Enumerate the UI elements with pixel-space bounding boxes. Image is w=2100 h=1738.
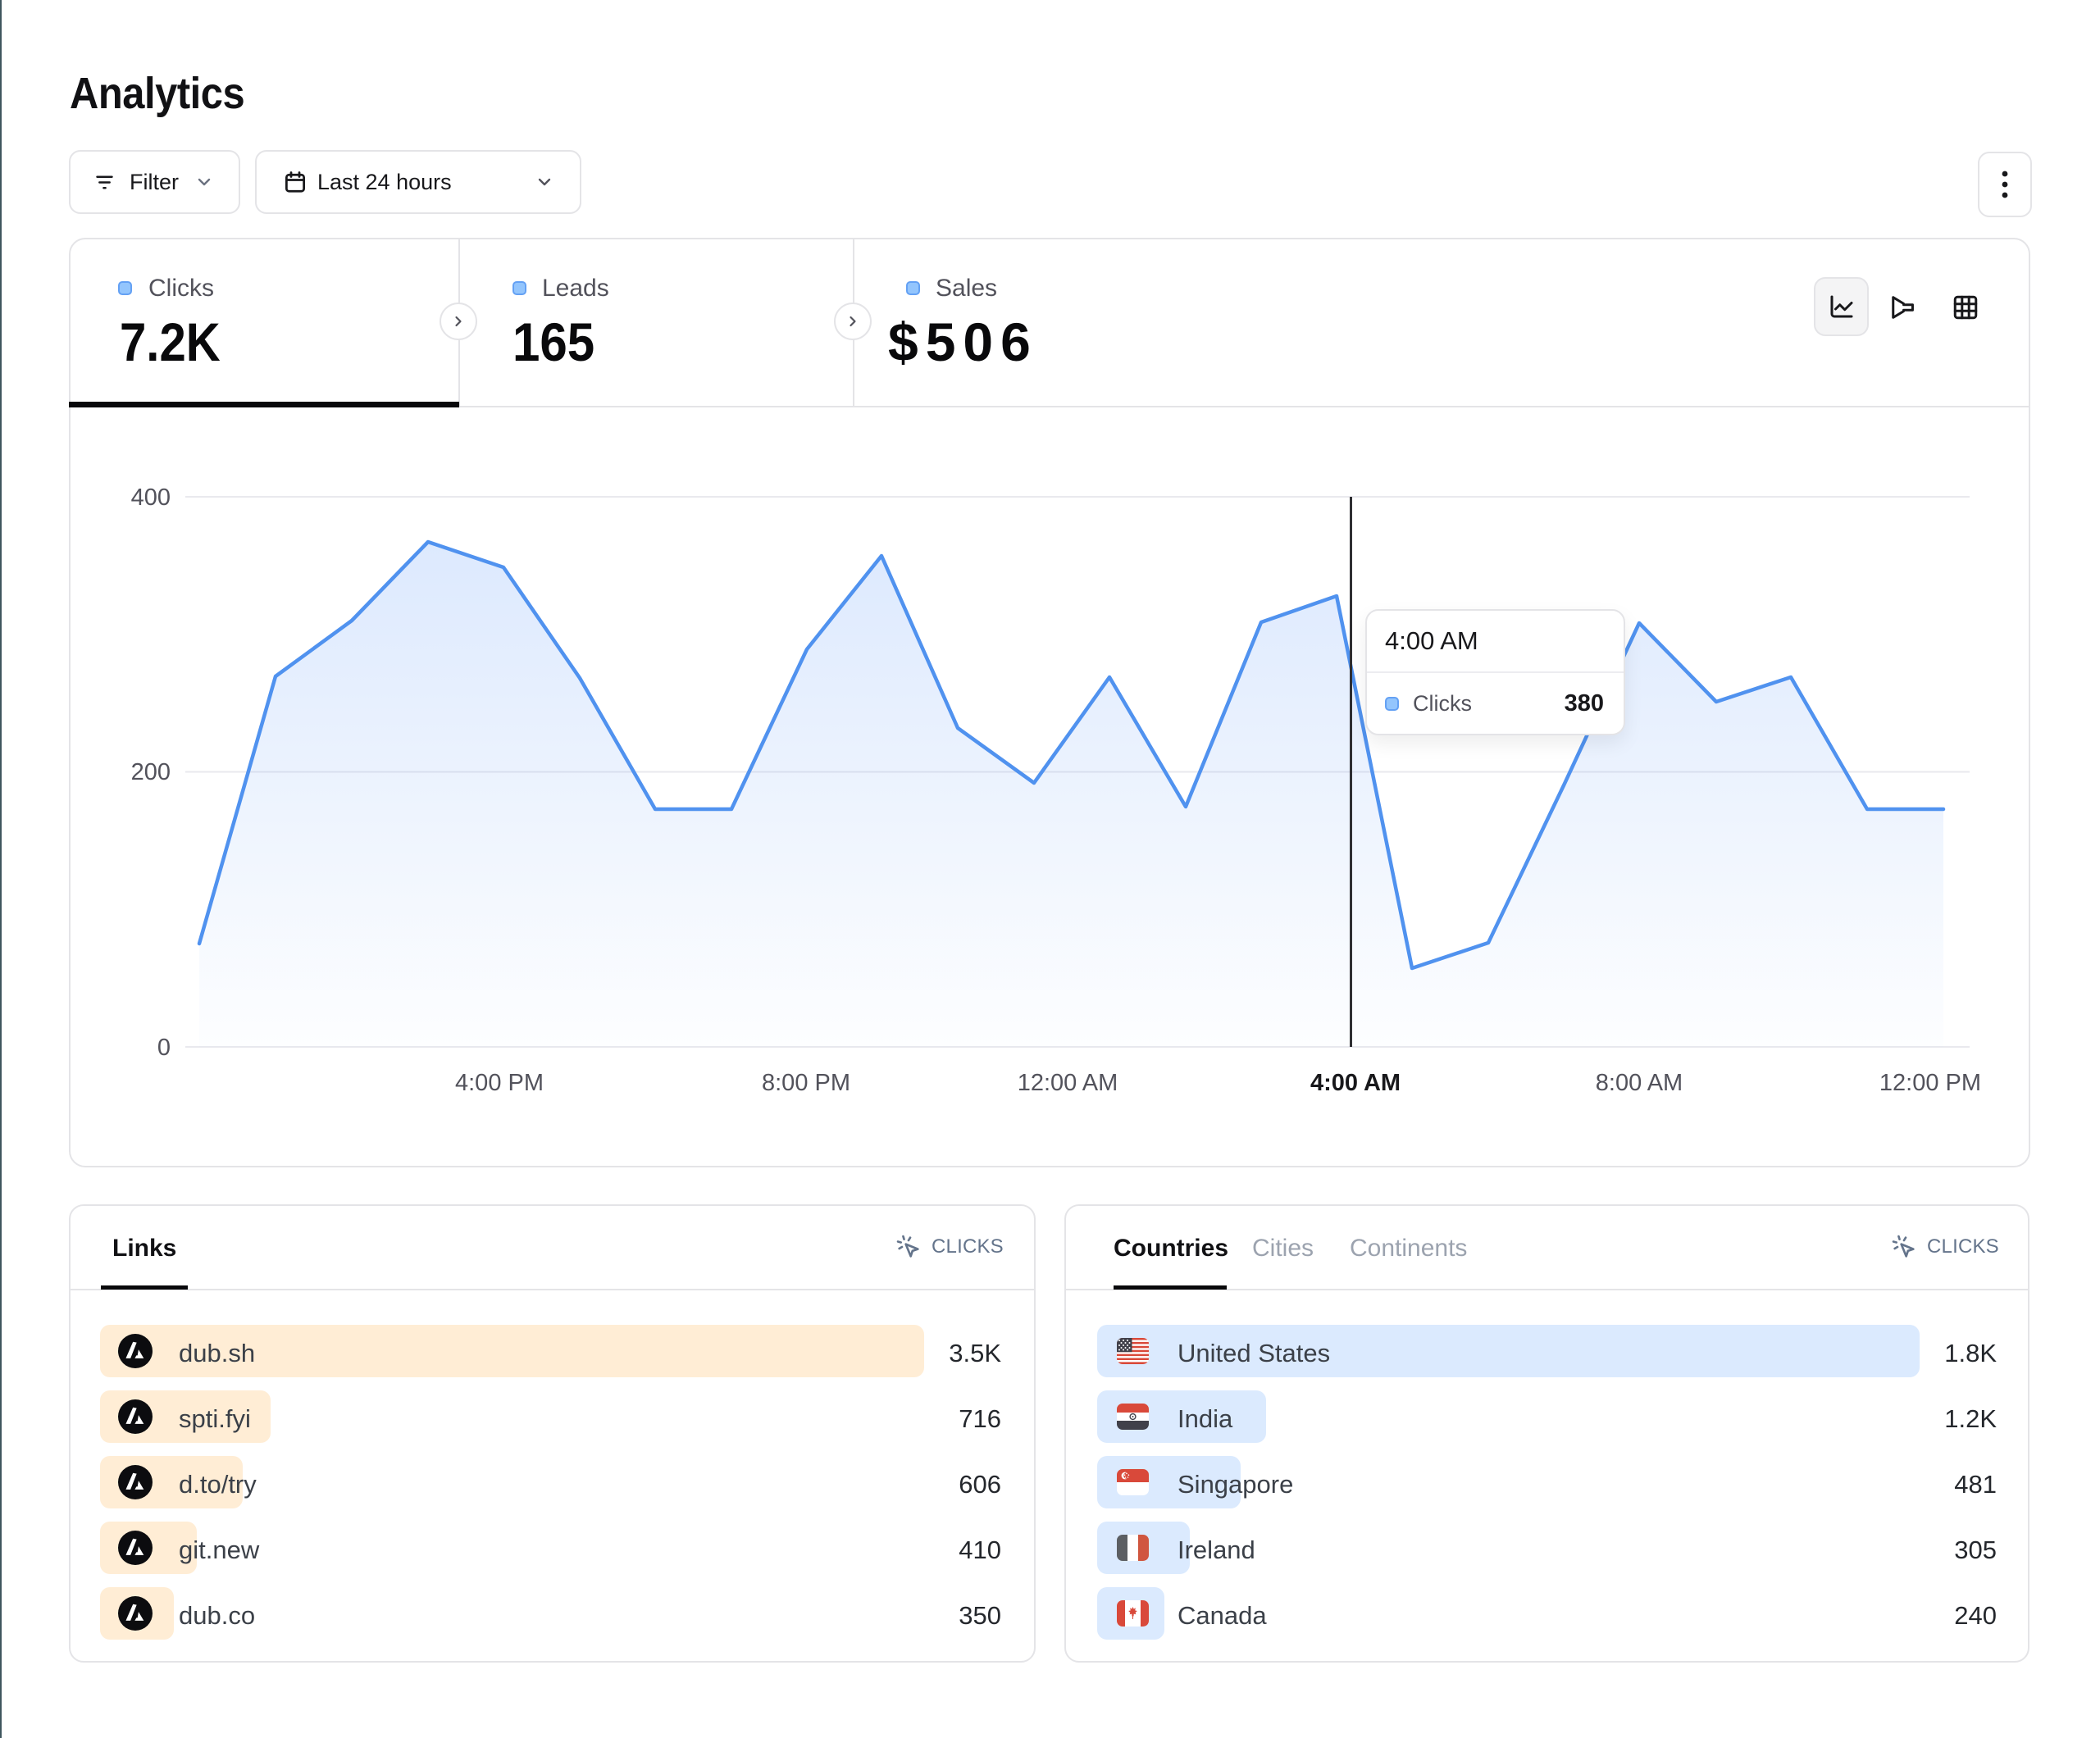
svg-text:8:00 AM: 8:00 AM xyxy=(1596,1070,1683,1096)
svg-text:8:00 PM: 8:00 PM xyxy=(762,1070,850,1096)
svg-text:400: 400 xyxy=(131,485,171,511)
svg-text:4:00 PM: 4:00 PM xyxy=(455,1070,544,1096)
svg-text:12:00 AM: 12:00 AM xyxy=(1018,1070,1118,1096)
svg-text:0: 0 xyxy=(157,1035,171,1061)
svg-text:4:00 AM: 4:00 AM xyxy=(1310,1070,1401,1096)
svg-text:12:00 PM: 12:00 PM xyxy=(1879,1070,1981,1096)
svg-text:200: 200 xyxy=(131,759,171,785)
